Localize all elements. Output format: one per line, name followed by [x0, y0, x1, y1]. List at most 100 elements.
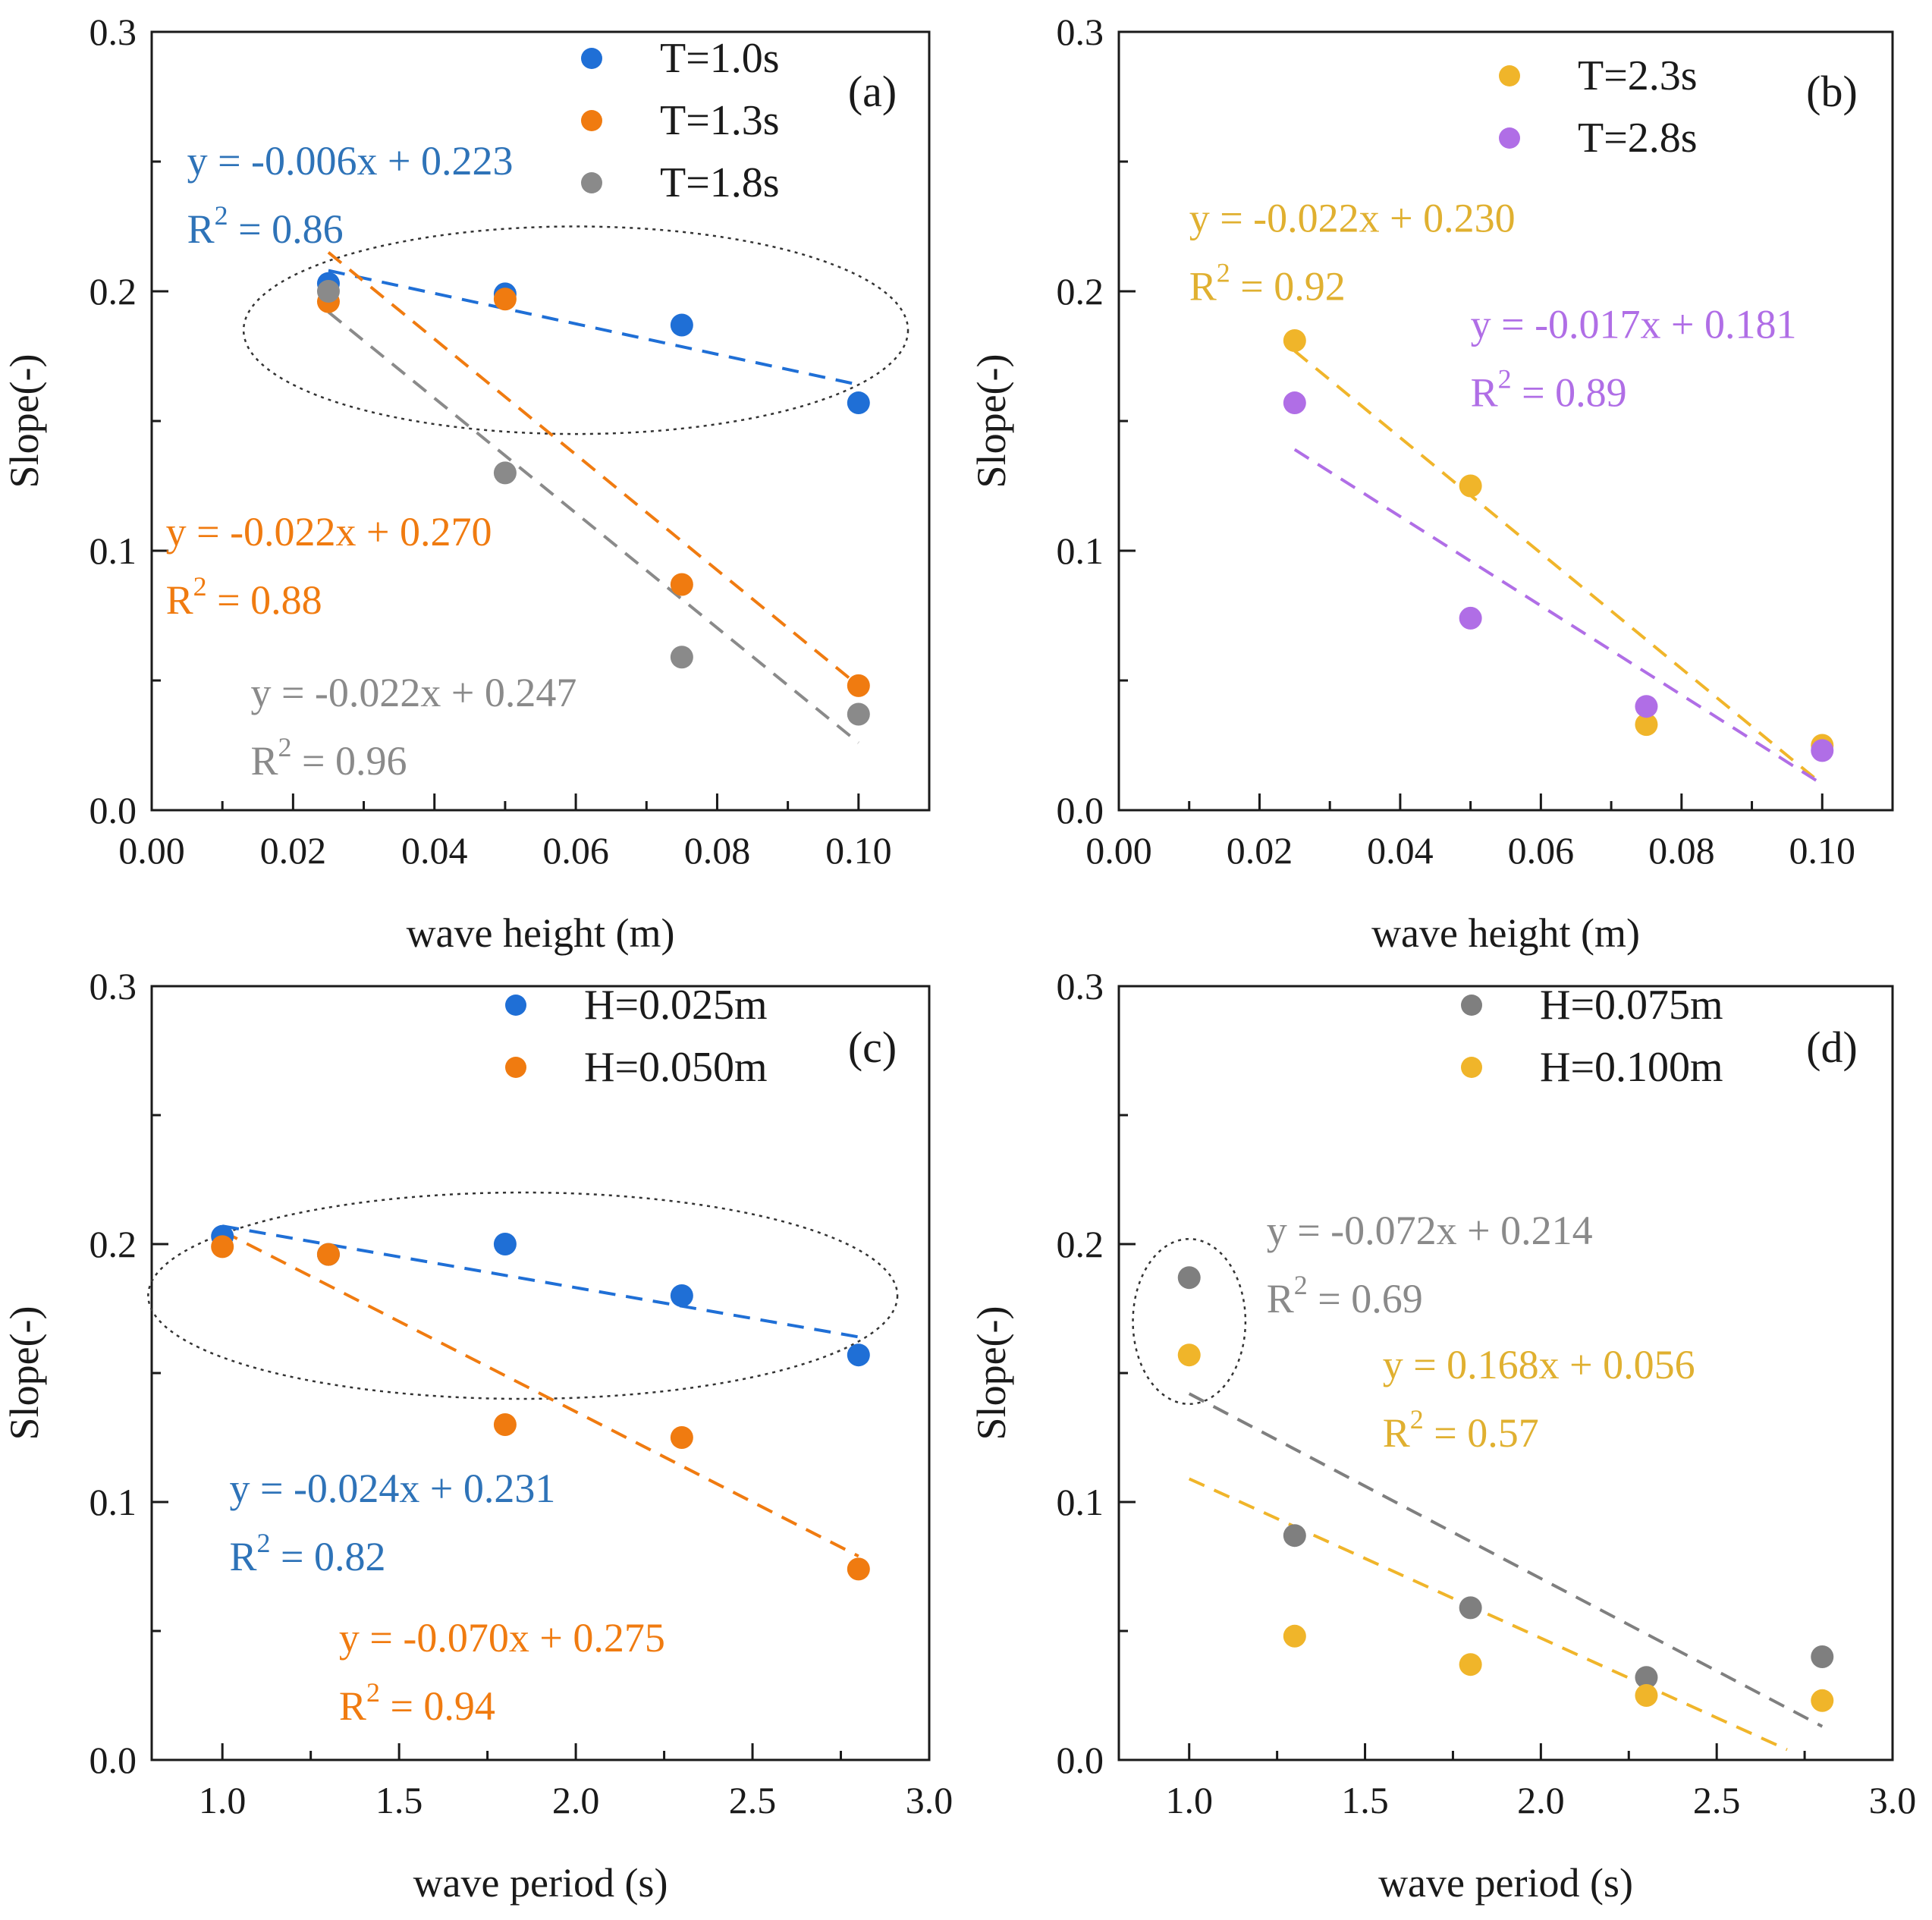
- y-tick-label: 0.0: [1057, 1739, 1104, 1781]
- data-point: [847, 702, 870, 726]
- data-point: [1811, 1689, 1834, 1712]
- data-point: [1459, 1653, 1482, 1676]
- data-point: [1283, 391, 1306, 415]
- y-tick-label: 0.0: [1057, 789, 1104, 831]
- legend-marker: [581, 172, 602, 193]
- fit-line: [327, 251, 860, 687]
- data-point: [1635, 695, 1658, 718]
- x-tick-label: 0.06: [542, 829, 609, 872]
- x-axis-label: wave period (s): [1378, 1860, 1633, 1906]
- data-point: [670, 1426, 693, 1449]
- y-tick-label: 0.1: [90, 1481, 137, 1523]
- y-axis-label: Slope(-): [2, 1306, 47, 1441]
- r-squared-base: R: [1383, 1410, 1410, 1456]
- legend-marker: [1461, 995, 1482, 1016]
- regression-equation: y = -0.022x + 0.247: [250, 670, 576, 715]
- r-squared-exponent: 2: [257, 1528, 271, 1558]
- r-squared-exponent: 2: [1498, 364, 1512, 394]
- panel-label: (d): [1806, 1023, 1858, 1072]
- x-tick-label: 0.08: [1648, 829, 1715, 872]
- legend-label: T=1.8s: [660, 159, 780, 206]
- y-tick-label: 0.0: [90, 1739, 137, 1781]
- x-tick-label: 3.0: [1869, 1779, 1917, 1821]
- data-point: [493, 461, 517, 485]
- panel-label: (c): [848, 1023, 897, 1072]
- highlight-ellipse: [1132, 1237, 1247, 1406]
- data-point: [1459, 606, 1482, 630]
- x-tick-label: 2.0: [552, 1779, 600, 1821]
- legend-marker: [581, 110, 602, 131]
- panel-label: (a): [848, 67, 897, 116]
- r-squared-value: = 0.89: [1512, 370, 1627, 416]
- panel-label: (b): [1806, 67, 1858, 116]
- x-tick-label: 0.10: [1789, 829, 1856, 872]
- r-squared: R2 = 0.88: [166, 571, 322, 623]
- data-point: [1635, 1666, 1658, 1689]
- r-squared-base: R: [187, 206, 215, 252]
- r-squared-value: = 0.86: [228, 206, 344, 252]
- y-axis-label: Slope(-): [2, 354, 47, 489]
- data-point: [211, 1235, 234, 1259]
- regression-equation: y = -0.022x + 0.230: [1189, 195, 1516, 240]
- regression-equation: y = -0.006x + 0.223: [187, 138, 514, 184]
- r-squared-exponent: 2: [193, 571, 207, 602]
- regression-equation: y = -0.072x + 0.214: [1267, 1208, 1593, 1253]
- x-tick-label: 0.10: [825, 829, 892, 872]
- x-axis-label: wave height (m): [1371, 910, 1640, 956]
- x-tick-label: 2.0: [1517, 1779, 1565, 1821]
- data-point: [1811, 1645, 1834, 1668]
- y-tick-label: 0.1: [1057, 1481, 1104, 1523]
- panel-b: 0.0 0.1 0.2 0.3 0.00 0.02 0.04 0.06 0.08 0.10 wave…: [969, 11, 1894, 956]
- r-squared-base: R: [230, 1534, 257, 1579]
- legend-label: T=2.3s: [1578, 52, 1698, 99]
- x-axis-label: wave period (s): [413, 1860, 668, 1906]
- r-squared: R2 = 0.94: [339, 1677, 495, 1729]
- legend-label: T=1.0s: [660, 35, 780, 82]
- r-squared-value: = 0.69: [1308, 1276, 1423, 1321]
- legend-marker: [1499, 65, 1520, 86]
- x-tick-label: 0.02: [260, 829, 327, 872]
- data-point: [847, 1343, 870, 1367]
- legend-label: T=2.8s: [1578, 115, 1698, 162]
- legend-marker: [505, 1057, 526, 1078]
- data-point: [493, 1413, 517, 1436]
- x-tick-label: 0.06: [1508, 829, 1575, 872]
- y-tick-label: 0.0: [90, 789, 137, 831]
- legend-label: H=0.100m: [1540, 1044, 1723, 1091]
- r-squared-exponent: 2: [278, 732, 291, 762]
- data-point: [1459, 1596, 1482, 1620]
- fit-line: [221, 1230, 859, 1558]
- r-squared: R2 = 0.92: [1189, 257, 1346, 309]
- fit-line: [327, 310, 860, 744]
- x-tick-label: 1.5: [375, 1779, 423, 1821]
- regression-equation: y = -0.070x + 0.275: [339, 1615, 665, 1661]
- data-point: [1459, 474, 1482, 498]
- fit-line: [328, 269, 859, 387]
- y-tick-label: 0.1: [1057, 529, 1104, 572]
- data-point: [670, 646, 693, 669]
- y-tick-label: 0.3: [90, 11, 137, 53]
- data-point: [847, 1557, 870, 1581]
- panel-a: 0.0 0.1 0.2 0.3 0.00 0.02 0.04 0.06 0.08 0.10 wave…: [2, 11, 931, 956]
- regression-equation: y = -0.022x + 0.270: [166, 509, 492, 555]
- fit-line: [1188, 1477, 1788, 1752]
- r-squared: R2 = 0.69: [1267, 1270, 1423, 1321]
- r-squared: R2 = 0.82: [230, 1528, 386, 1579]
- panel-d: 0.0 0.1 0.2 0.3 1.0 1.5 2.0 2.5 3.0 wave period (…: [969, 965, 1916, 1906]
- r-squared-exponent: 2: [1294, 1270, 1308, 1300]
- data-point: [316, 1243, 340, 1266]
- data-point: [316, 280, 340, 303]
- regression-equation: y = -0.017x + 0.181: [1471, 302, 1797, 347]
- data-point: [847, 674, 870, 697]
- legend-marker: [1461, 1057, 1482, 1078]
- r-squared-base: R: [1189, 263, 1217, 309]
- fit-line: [1293, 350, 1824, 786]
- x-tick-label: 0.04: [401, 829, 468, 872]
- legend-marker: [505, 995, 526, 1016]
- data-point: [493, 1233, 517, 1255]
- data-point: [1635, 1684, 1658, 1707]
- fit-line: [1293, 448, 1824, 786]
- x-tick-label: 0.00: [118, 829, 185, 872]
- fit-line: [221, 1224, 859, 1339]
